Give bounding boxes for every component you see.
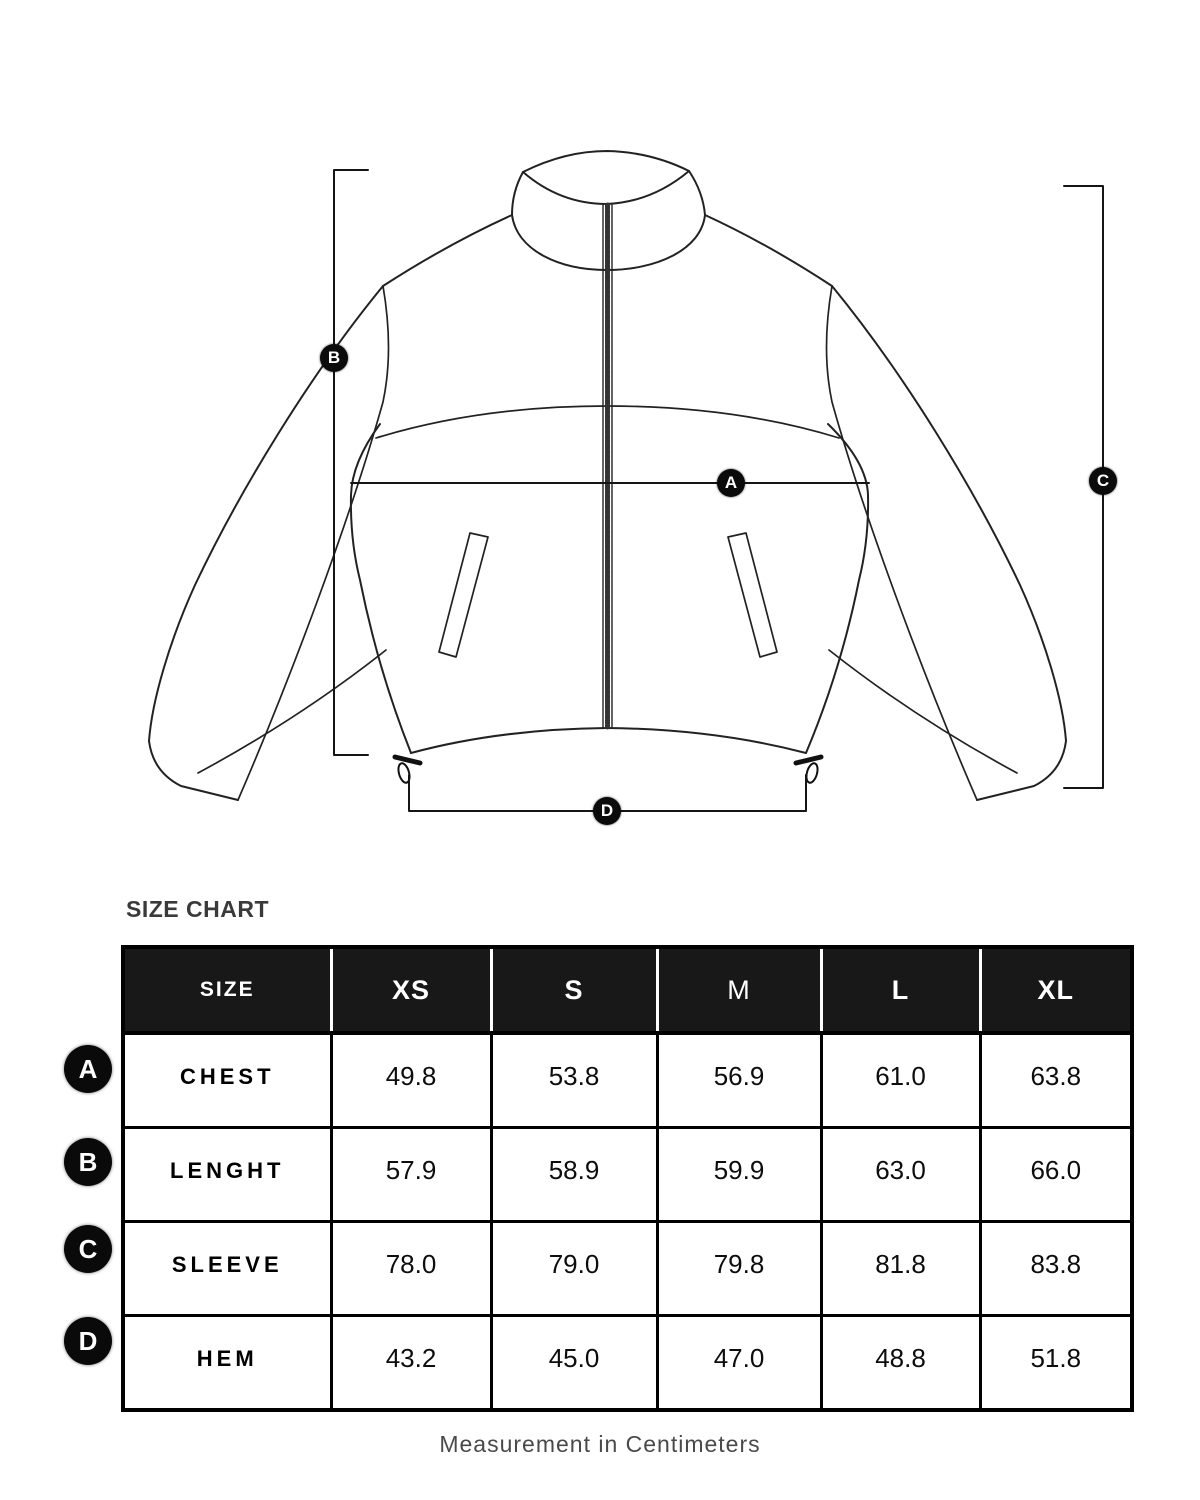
- diagram-marker-d: D: [593, 797, 621, 825]
- size-chart-table: SIZE XS S M L XL CHEST 49.8 53.8 56.9 61…: [121, 945, 1134, 1412]
- sleeve-xl-value: 83.8: [978, 1220, 1134, 1317]
- left-drawcord-bar: [392, 754, 423, 766]
- hem-m-value: 47.0: [655, 1314, 823, 1412]
- measurement-unit-note: Measurement in Centimeters: [439, 1431, 761, 1457]
- hem-xl-value: 51.8: [978, 1314, 1134, 1412]
- hem-edge: [410, 727, 807, 754]
- size-chart-title: SIZE CHART: [126, 896, 269, 922]
- table-marker-b: B: [64, 1138, 112, 1186]
- diagram-marker-b: B: [320, 344, 348, 372]
- row-label-chest: CHEST: [121, 1031, 333, 1129]
- lenght-m-value: 59.9: [655, 1126, 823, 1223]
- right-raglan-seam: [825, 285, 978, 801]
- column-header-s: S: [489, 945, 659, 1035]
- table-row-hem: HEM 43.2 45.0 47.0 48.8 51.8: [121, 1314, 1134, 1412]
- lenght-l-value: 63.0: [819, 1126, 982, 1223]
- left-sleeve-mid-seam: [197, 649, 387, 774]
- hem-s-value: 45.0: [489, 1314, 659, 1412]
- hem-drawcords: [392, 754, 824, 784]
- sleeve-xs-value: 78.0: [329, 1220, 493, 1317]
- lenght-xs-value: 57.9: [329, 1126, 493, 1223]
- sleeve-m-value: 79.8: [655, 1220, 823, 1317]
- chest-xs-value: 49.8: [329, 1031, 493, 1129]
- table-row-chest: CHEST 49.8 53.8 56.9 61.0 63.8: [121, 1031, 1134, 1129]
- table-header-row: SIZE XS S M L XL: [121, 945, 1134, 1035]
- left-shoulder-seam: [382, 214, 513, 287]
- left-pocket: [438, 532, 489, 658]
- chest-l-value: 61.0: [819, 1031, 982, 1129]
- chest-xl-value: 63.8: [978, 1031, 1134, 1129]
- collar-right-edge: [688, 170, 706, 216]
- zipper: [602, 202, 613, 730]
- collar-top-rim: [522, 150, 690, 173]
- right-pocket: [727, 532, 778, 658]
- diagram-marker-a: A: [717, 469, 745, 497]
- row-label-hem: HEM: [121, 1314, 333, 1412]
- collar-left-edge: [511, 171, 524, 216]
- table-body: CHEST 49.8 53.8 56.9 61.0 63.8 LENGHT 57…: [121, 1031, 1134, 1412]
- right-drawcord-toggle: [805, 762, 819, 784]
- hem-l-value: 48.8: [819, 1314, 982, 1412]
- column-header-size: SIZE: [121, 945, 333, 1035]
- sleeve-s-value: 79.0: [489, 1220, 659, 1317]
- diagram-marker-c: C: [1089, 467, 1117, 495]
- left-body-side: [349, 423, 412, 754]
- right-drawcord-bar: [793, 754, 824, 766]
- table-marker-c: C: [64, 1225, 112, 1273]
- jacket-outline: [148, 150, 1067, 801]
- column-header-m: M: [655, 945, 823, 1035]
- chest-s-value: 53.8: [489, 1031, 659, 1129]
- left-drawcord-toggle: [397, 762, 411, 784]
- table-marker-a: A: [64, 1045, 112, 1093]
- right-sleeve-mid-seam: [828, 649, 1018, 774]
- hem-xs-value: 43.2: [329, 1314, 493, 1412]
- column-header-xl: XL: [978, 945, 1134, 1035]
- measure-line-b: [333, 169, 369, 756]
- lenght-xl-value: 66.0: [978, 1126, 1134, 1223]
- sleeve-l-value: 81.8: [819, 1220, 982, 1317]
- chest-m-value: 56.9: [655, 1031, 823, 1129]
- column-header-l: L: [819, 945, 982, 1035]
- jacket-diagram-svg: [148, 150, 1104, 812]
- right-cuff-edge: [976, 740, 1067, 801]
- left-cuff-edge: [148, 740, 239, 801]
- row-label-lenght: LENGHT: [121, 1126, 333, 1223]
- row-label-sleeve: SLEEVE: [121, 1220, 333, 1317]
- table-marker-d: D: [64, 1317, 112, 1365]
- collar-front-dip: [522, 170, 690, 205]
- table-header: SIZE XS S M L XL: [121, 945, 1134, 1035]
- right-sleeve-outer: [831, 285, 1067, 742]
- left-raglan-seam: [237, 285, 390, 801]
- lenght-s-value: 58.9: [489, 1126, 659, 1223]
- table-row-sleeve: SLEEVE 78.0 79.0 79.8 81.8 83.8: [121, 1220, 1134, 1317]
- table-row-lenght: LENGHT 57.9 58.9 59.9 63.0 66.0: [121, 1126, 1134, 1223]
- column-header-xs: XS: [329, 945, 493, 1035]
- right-body-side: [805, 423, 870, 754]
- right-shoulder-seam: [704, 214, 833, 287]
